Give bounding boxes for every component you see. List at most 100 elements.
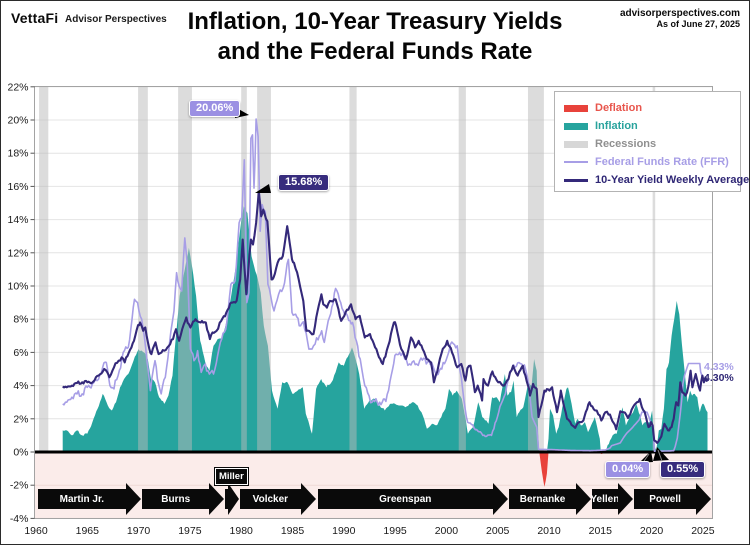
annotation-connector-1 — [657, 449, 663, 462]
deflation-area — [62, 452, 708, 487]
x-axis-label: 1965 — [76, 525, 100, 537]
legend-label-federal-funds-rate-ffr: Federal Funds Rate (FFR) — [595, 156, 729, 168]
x-axis-label: 1960 — [24, 525, 48, 537]
fed-chair-arrowhead-miller — [227, 483, 239, 515]
fed-chair-arrowhead-greenspan — [492, 483, 508, 515]
fed-chair-arrowhead-yellen — [617, 483, 633, 515]
y-axis-label: 14% — [7, 214, 28, 226]
legend-item-inflation: Inflation — [564, 117, 731, 135]
tenyr-peak-callout: 15.68% — [278, 174, 330, 191]
fed-chair-label-yellen: Yellen — [590, 493, 620, 505]
y-axis-label: 12% — [7, 247, 28, 259]
x-axis-label: 1990 — [332, 525, 356, 537]
legend-item-10-year-yield-weekly-average: 10-Year Yield Weekly Average — [564, 171, 749, 189]
fed-chair-arrowhead-burns — [209, 483, 225, 515]
fed-chair-arrow-greenspan: Greenspan — [317, 489, 493, 509]
recession-band-8 — [652, 86, 656, 452]
chart-title-line2: and the Federal Funds Rate — [217, 38, 533, 65]
vettafi-logo: VettaFi — [11, 10, 59, 26]
legend-label-10-year-yield-weekly-average: 10-Year Yield Weekly Average — [595, 174, 750, 186]
legend-item-federal-funds-rate-ffr: Federal Funds Rate (FFR) — [564, 153, 731, 171]
source-block: advisorperspectives.com As of June 27, 2… — [620, 8, 740, 30]
chart-title: Inflation, 10-Year Treasury Yields and t… — [1, 7, 749, 67]
legend-swatch-recessions — [564, 140, 588, 148]
legend-swatch-deflation — [564, 104, 588, 112]
fed-chair-arrowhead-bernanke — [575, 483, 591, 515]
x-axis-label: 1995 — [383, 525, 407, 537]
y-axis-label: 22% — [7, 81, 28, 93]
y-axis-label: 2% — [13, 413, 28, 425]
chart-title-line1: Inflation, 10-Year Treasury Yields — [187, 8, 563, 35]
fed-chair-arrowhead-powell — [696, 483, 711, 515]
tenyr-current-value: 4.30% — [704, 372, 734, 384]
y-axis-label: 10% — [7, 281, 28, 293]
fed-chair-arrow-volcker: Volcker — [239, 489, 302, 509]
as-of-date: As of June 27, 2025 — [656, 19, 740, 29]
legend-label-deflation: Deflation — [595, 102, 643, 114]
ffr-current-value: 4.33% — [704, 361, 734, 373]
fed-chair-arrow-yellen: Yellen — [590, 489, 620, 509]
x-axis-label: 2005 — [486, 525, 510, 537]
x-axis-label: 1975 — [178, 525, 202, 537]
fed-chair-arrow-martin-jr: Martin Jr. — [38, 489, 126, 509]
plot-frame — [34, 86, 713, 519]
ffr-low-callout: 0.04% — [605, 461, 651, 478]
fed-chair-arrow-burns: Burns — [142, 489, 210, 509]
ffr-peak-callout: 20.06% — [189, 100, 241, 117]
x-axis-label: 1970 — [127, 525, 151, 537]
fed-chair-label-powell: Powell — [649, 493, 681, 505]
recession-band-5 — [349, 86, 357, 452]
fed-chair-arrow-miller — [225, 489, 228, 509]
annotation-arrow-2 — [639, 451, 653, 463]
y-axis-label: 18% — [7, 148, 28, 160]
recession-band-0 — [39, 86, 49, 452]
recession-band-1 — [138, 86, 148, 452]
y-axis-label: 20% — [7, 115, 28, 127]
y-axis-label: 4% — [13, 380, 28, 392]
legend-swatch-10-year-yield-weekly-average — [564, 178, 588, 182]
y-axis-label: 0% — [13, 447, 28, 459]
fed-chair-arrowhead-martin-jr — [125, 483, 141, 515]
fed-chair-arrow-powell: Powell — [634, 489, 696, 509]
x-axis-label: 1985 — [281, 525, 305, 537]
fed-chair-label-volcker: Volcker — [252, 493, 289, 505]
x-axis-label: 2020 — [640, 525, 664, 537]
legend-swatch-inflation — [564, 122, 588, 130]
tenyr-low-callout: 0.55% — [660, 461, 706, 478]
y-axis-label: -4% — [10, 513, 29, 525]
y-axis-label: 8% — [13, 314, 28, 326]
recession-band-4 — [257, 86, 271, 452]
inflation-area — [62, 206, 708, 452]
annotation-arrow-3 — [653, 447, 669, 461]
ffr-line — [62, 118, 708, 452]
y-axis-label: 16% — [7, 181, 28, 193]
recession-band-6 — [458, 86, 466, 452]
advisor-perspectives-label: Advisor Perspectives — [65, 14, 167, 25]
x-axis-label: 2025 — [691, 525, 715, 537]
fed-chair-label-martin-jr: Martin Jr. — [59, 493, 105, 505]
tenyr-line — [62, 190, 708, 444]
y-axis-label: 6% — [13, 347, 28, 359]
x-axis-label: 2000 — [435, 525, 459, 537]
legend: Deflation Inflation Recessions Federal Fund… — [554, 91, 749, 192]
annotation-arrow-1 — [255, 184, 271, 193]
y-axis-label: -2% — [10, 480, 29, 492]
x-axis-label: 2015 — [589, 525, 613, 537]
fed-chair-arrow-bernanke: Bernanke — [509, 489, 576, 509]
legend-item-recessions: Recessions — [564, 135, 731, 153]
fed-chair-label-bernanke: Bernanke — [519, 493, 566, 505]
annotation-connector-0 — [643, 453, 650, 462]
legend-label-inflation: Inflation — [595, 120, 638, 132]
fed-chair-label-greenspan: Greenspan — [379, 493, 432, 505]
fed-chair-tag-miller: Miller — [214, 468, 248, 485]
x-axis-label: 1980 — [230, 525, 254, 537]
fed-chair-label-burns: Burns — [161, 493, 191, 505]
x-axis-label: 2010 — [537, 525, 561, 537]
recession-band-2 — [178, 86, 192, 452]
fed-chair-arrowhead-volcker — [301, 483, 317, 515]
legend-swatch-federal-funds-rate-ffr — [564, 161, 588, 163]
legend-item-deflation: Deflation — [564, 99, 731, 117]
legend-label-recessions: Recessions — [595, 138, 657, 150]
